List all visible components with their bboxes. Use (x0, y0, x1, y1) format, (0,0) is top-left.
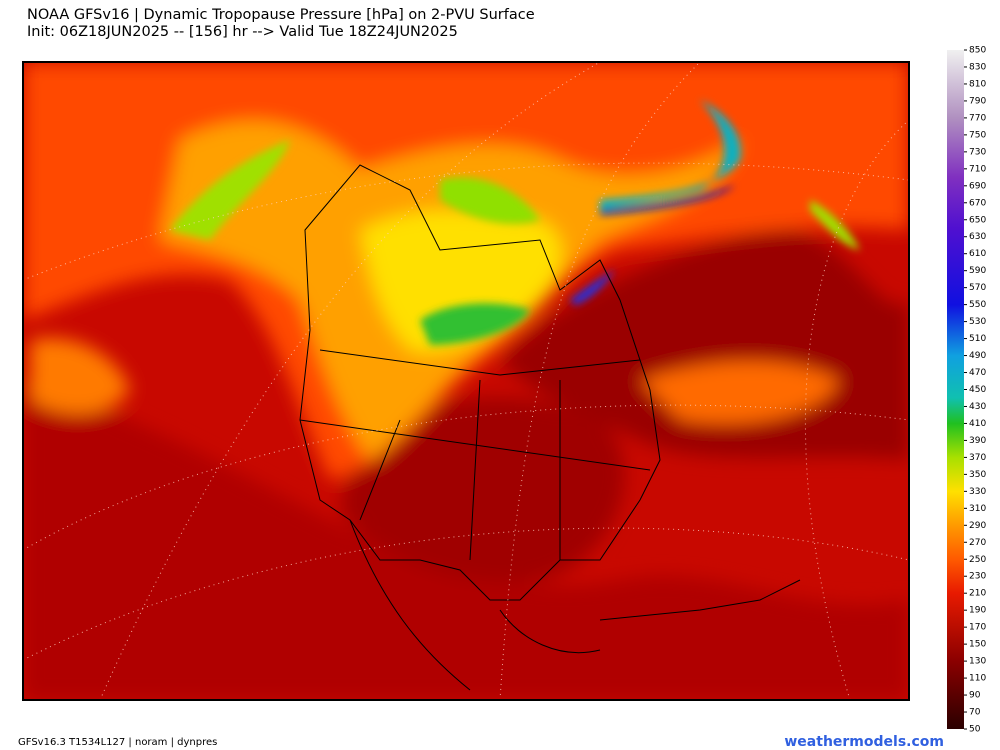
colorbar-ramp (947, 50, 964, 729)
colorbar-tick-label: 170 (969, 623, 986, 633)
colorbar: 50 70 90 110 130 150 170 190 210 230 250 270 290 310 3… (947, 46, 986, 735)
colorbar-tick-label: 550 (969, 300, 986, 310)
colorbar-tick-label: 70 (969, 708, 981, 718)
colorbar-tick-label: 230 (969, 572, 986, 582)
colorbar-tick-label: 250 (969, 555, 986, 565)
colorbar-tick-label: 350 (969, 470, 986, 480)
colorbar-tick-label: 410 (969, 419, 986, 429)
colorbar-tick-label: 690 (969, 181, 986, 191)
colorbar-tick-label: 50 (969, 725, 981, 735)
boundaries (299, 164, 801, 691)
footer-left: GFSv16.3 T1534L127 | noram | dynpres (18, 737, 217, 748)
colorbar-tick-label: 150 (969, 640, 986, 650)
footer-right[interactable]: weathermodels.com (784, 734, 944, 750)
colorbar-tick-label: 650 (969, 215, 986, 225)
colorbar-tick-label: 390 (969, 436, 986, 446)
subtitle: Init: 06Z18JUN2025 -- [156] hr --> Valid… (27, 24, 458, 40)
colorbar-tick-label: 90 (969, 691, 981, 701)
colorbar-tick-label: 290 (969, 521, 986, 531)
colorbar-tick-label: 370 (969, 453, 986, 463)
colorbar-tick-label: 470 (969, 368, 986, 378)
map-frame (22, 61, 910, 701)
colorbar-tick-label: 270 (969, 538, 986, 548)
colorbar-tick-label: 190 (969, 606, 986, 616)
colorbar-tick-label: 450 (969, 385, 986, 395)
colorbar-tick-label: 710 (969, 164, 986, 174)
colorbar-tick-label: 750 (969, 130, 986, 140)
colorbar-tick-label: 590 (969, 266, 986, 276)
colorbar-tick-label: 510 (969, 334, 986, 344)
colorbar-tick-label: 610 (969, 249, 986, 259)
colorbar-tick-label: 130 (969, 657, 986, 667)
colorbar-tick-label: 670 (969, 198, 986, 208)
colorbar-tick-label: 830 (969, 62, 986, 72)
colorbar-tick-label: 310 (969, 504, 986, 514)
colorbar-tick-label: 110 (969, 674, 986, 684)
colorbar-tick-label: 330 (969, 487, 986, 497)
colorbar-tick-label: 810 (969, 79, 986, 89)
title: NOAA GFSv16 | Dynamic Tropopause Pressur… (27, 7, 535, 23)
colorbar-tick-label: 730 (969, 147, 986, 157)
colorbar-tick-label: 430 (969, 402, 986, 412)
colorbar-tick-label: 770 (969, 113, 986, 123)
colorbar-tick-label: 490 (969, 351, 986, 361)
colorbar-tick-label: 850 (969, 46, 986, 56)
colorbar-tick-label: 570 (969, 283, 986, 293)
colorbar-tick-label: 630 (969, 232, 986, 242)
map (23, 62, 909, 700)
colorbar-tick-label: 210 (969, 589, 986, 599)
colorbar-tick-label: 530 (969, 317, 986, 327)
colorbar-tick-label: 790 (969, 96, 986, 106)
